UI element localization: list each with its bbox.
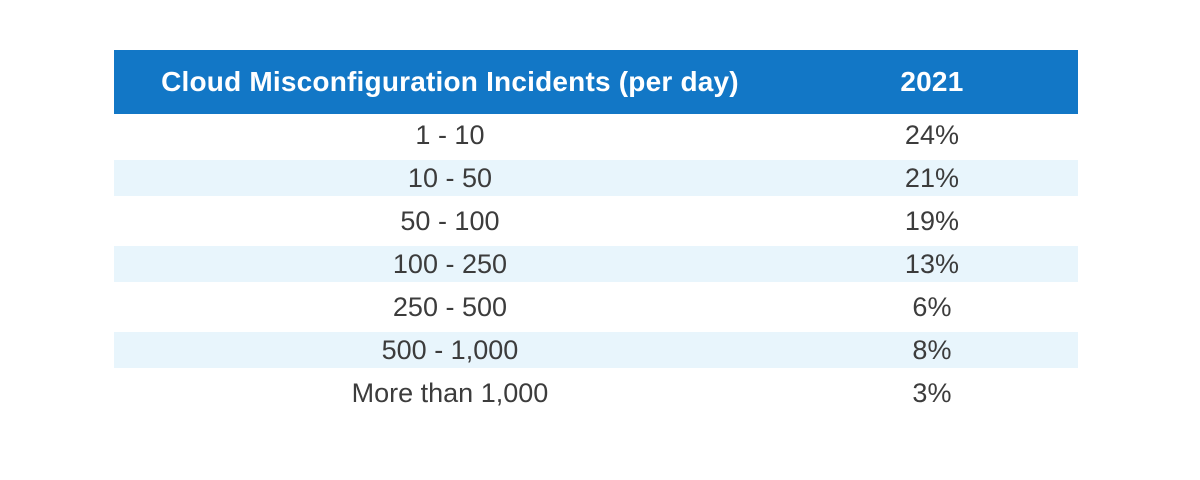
percentage-cell: 8% [912, 334, 952, 365]
table-row: 100 - 250 13% [114, 243, 1078, 286]
table-body: 1 - 10 24% 10 - 50 21% 50 - 100 19% 100 - 250 1… [114, 114, 1078, 415]
percentage-cell: 13% [904, 248, 959, 279]
percentage-cell: 24% [904, 119, 959, 150]
table-row: 500 - 1,000 8% [114, 329, 1078, 372]
misconfig-incidents-table: Cloud Misconfiguration Incidents (per da… [114, 50, 1078, 415]
table-row: 1 - 10 24% [114, 114, 1078, 157]
incident-range-cell: More than 1,000 [351, 377, 549, 408]
table-row: 50 - 100 19% [114, 200, 1078, 243]
table-row: 10 - 50 21% [114, 157, 1078, 200]
incident-range-cell: 250 - 500 [392, 291, 507, 322]
percentage-cell: 3% [912, 377, 952, 408]
column-header-2021: 2021 [900, 66, 964, 97]
table-row: More than 1,000 3% [114, 372, 1078, 415]
incident-range-cell: 10 - 50 [407, 162, 492, 193]
percentage-cell: 21% [904, 162, 959, 193]
column-header-incidents: Cloud Misconfiguration Incidents (per da… [161, 66, 739, 97]
table-row: 250 - 500 6% [114, 286, 1078, 329]
percentage-cell: 19% [904, 205, 959, 236]
incident-range-cell: 500 - 1,000 [381, 334, 519, 365]
percentage-cell: 6% [912, 291, 952, 322]
incident-range-cell: 100 - 250 [392, 248, 507, 279]
incident-range-cell: 50 - 100 [400, 205, 500, 236]
incident-range-cell: 1 - 10 [415, 119, 485, 150]
table-header-row: Cloud Misconfiguration Incidents (per da… [114, 50, 1078, 114]
